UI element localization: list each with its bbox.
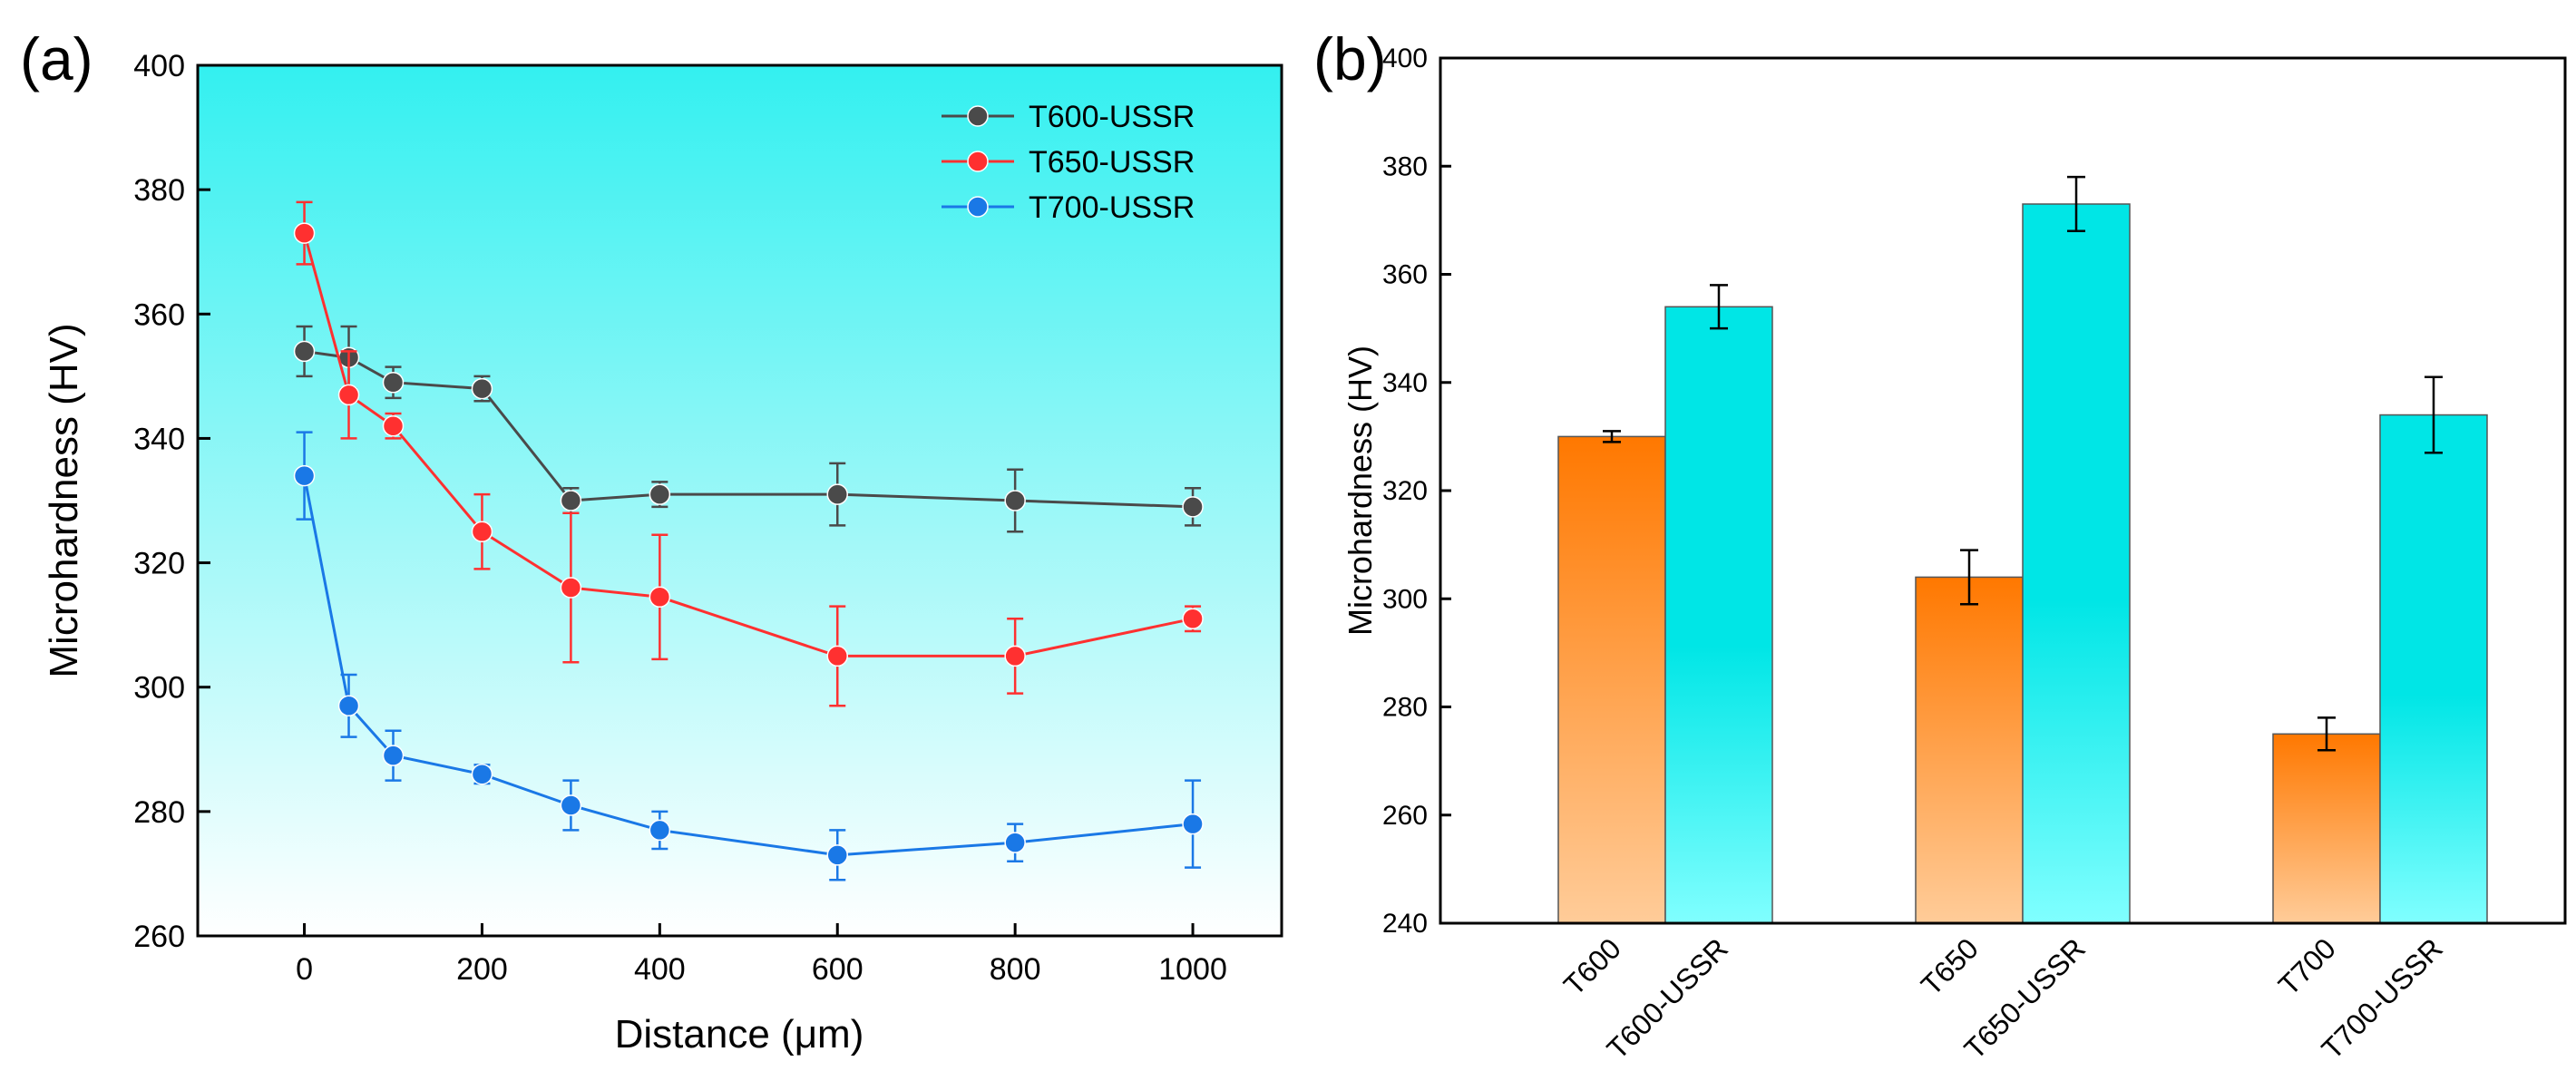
a-data-point [293,340,316,363]
a-x-tick-label: 1000 [1158,952,1227,987]
a-data-point [560,794,582,816]
a-series-T600-USSR [293,325,1204,533]
a-series-T650-USSR [293,200,1204,707]
panel-a-plot-background [198,65,1282,936]
a-y-tick-label: 320 [133,547,185,581]
a-x-tick-label: 200 [456,952,508,987]
panel-a-axes: 0 200 400 600 800 1000 260 280 300 320 340 360 380 40… [133,49,1227,987]
a-x-tick-label: 600 [812,952,864,987]
a-legend-marker [967,151,989,172]
b-y-tick-label: 380 [1382,151,1428,181]
a-legend-label: T600-USSR [1029,100,1195,134]
a-data-point [649,586,671,609]
a-y-tick-label: 340 [133,422,185,456]
a-y-tick-label: 380 [133,173,185,208]
b-bar-T650-USSR [2022,203,2131,924]
a-data-point [560,490,582,511]
a-y-tick-label: 400 [133,49,185,83]
a-data-point [826,645,848,667]
a-data-point [1182,813,1204,835]
a-data-point [1004,645,1026,667]
b-y-tick-label: 360 [1382,260,1428,290]
panel-b-y-axis-label: Microhardness (HV) [1342,346,1379,636]
a-data-point [337,384,360,406]
a-data-point [826,483,848,505]
panel-b-bars [1557,175,2488,924]
a-legend-label: T700-USSR [1029,190,1195,225]
a-data-point [1004,832,1026,853]
b-bar-T650 [1915,576,2024,924]
a-legend-marker [967,196,989,218]
a-data-point [382,414,405,437]
a-y-tick-label: 280 [133,795,185,830]
panel-b-bar-chart: (b) 240 260 280 300 320 340 360 380 400 T600T600… [1313,25,2567,1066]
a-data-point [471,521,493,543]
a-data-point [560,577,582,599]
a-data-point [293,464,316,487]
b-bar-T700 [2272,733,2381,924]
a-data-point [1182,608,1204,630]
a-y-tick-label: 300 [133,671,185,706]
b-y-tick-label: 280 [1382,693,1428,723]
b-bar-T600-USSR [1664,306,1773,924]
a-data-point [471,377,493,400]
a-legend-marker [967,105,989,127]
panel-b-label: (b) [1313,25,1387,93]
b-y-tick-label: 320 [1382,476,1428,506]
a-data-point [1182,496,1204,518]
a-data-point [649,483,671,505]
a-data-point [382,745,405,766]
panel-b-plot-frame [1439,56,2567,925]
b-bar-T700-USSR [2379,414,2488,924]
panel-a-series [293,200,1204,881]
a-x-tick-label: 800 [990,952,1041,987]
a-data-point [382,371,405,394]
panel-b-axes: 240 260 280 300 320 340 360 380 400 [1382,44,1451,939]
b-category-label: T700 [2272,931,2342,1001]
panel-a-line-chart: (a) 0 200 400 600 800 1000 260 280 300 320 340 360 3… [20,25,1283,1057]
a-data-point [1004,490,1026,511]
a-legend-label: T650-USSR [1029,145,1195,180]
b-bar-T600 [1557,435,1666,924]
a-y-tick-label: 260 [133,920,185,954]
panel-a-legend: T600-USSR T650-USSR T700-USSR [942,100,1195,225]
a-data-point [826,844,848,866]
a-series-T700-USSR [293,431,1204,881]
a-x-tick-label: 400 [634,952,686,987]
b-category-label: T600 [1557,931,1627,1001]
b-y-tick-label: 340 [1382,368,1428,398]
b-y-tick-label: 260 [1382,801,1428,831]
panel-a-plot-frame [196,63,1283,938]
a-data-point [649,819,671,842]
panel-a-x-axis-label: Distance (μm) [615,1012,864,1057]
b-y-tick-label: 300 [1382,584,1428,614]
panel-a-y-axis-label: Microhardness (HV) [42,323,86,677]
b-category-label: T650 [1915,931,1985,1001]
b-y-tick-label: 400 [1382,44,1428,73]
a-data-point [293,222,316,244]
panel-a-label: (a) [20,25,93,93]
a-y-tick-label: 360 [133,297,185,332]
a-x-tick-label: 0 [296,952,313,987]
a-data-point [337,695,360,717]
b-y-tick-label: 240 [1382,909,1428,939]
a-data-point [471,763,493,785]
